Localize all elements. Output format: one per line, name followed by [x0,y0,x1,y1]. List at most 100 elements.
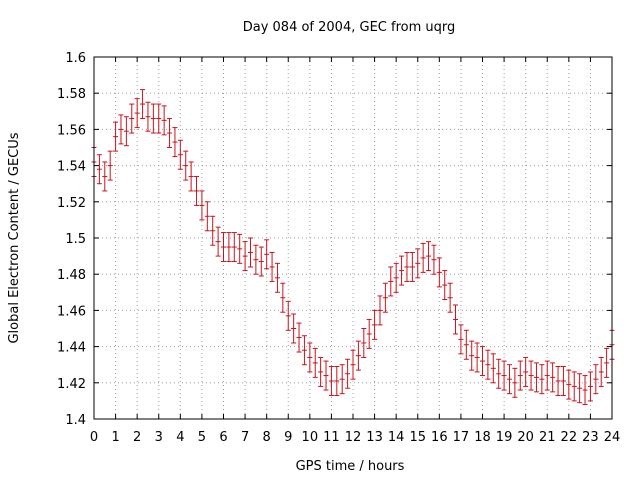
data-point [415,248,421,279]
y-tick-label: 1.6 [65,51,86,66]
x-tick-label: 4 [176,430,184,445]
data-point [355,340,361,371]
data-point [447,282,453,313]
data-point [269,251,275,282]
data-point [501,360,507,391]
data-point [458,324,464,355]
data-point [328,366,334,396]
x-tick-label: 13 [366,430,383,445]
x-tick-label: 18 [474,430,491,445]
data-point [242,241,248,272]
data-point [506,364,512,395]
y-axis-label: Global Electron Content / GECUs [7,132,22,343]
data-point [604,347,610,378]
data-point [221,232,226,263]
x-tick-label: 12 [345,430,362,445]
data-point [237,233,243,264]
data-point [399,255,405,286]
data-point [188,161,194,192]
data-point [145,101,151,132]
x-axis-label: GPS time / hours [296,459,405,474]
y-tick-label: 1.4 [65,413,86,428]
data-point [587,371,593,402]
y-tick-label: 1.44 [57,341,86,356]
data-point [431,244,437,275]
data-point [177,139,183,170]
data-point [528,360,534,391]
data-point [318,356,324,387]
data-point [474,342,480,373]
x-tick-label: 24 [604,430,621,445]
data-point [496,358,502,389]
chart-title: Day 084 of 2004, GEC from uqrg [243,20,456,35]
x-tick-label: 14 [388,430,405,445]
data-point [539,364,545,395]
data-point [199,190,205,221]
x-tick-label: 6 [219,430,227,445]
plot-frame [93,56,613,420]
data-point [258,246,264,277]
data-point [204,201,210,232]
data-point [566,369,572,400]
x-tick-label: 1 [111,430,119,445]
data-point [107,150,113,181]
x-tick-label: 8 [263,430,271,445]
data-point [172,127,178,158]
data-point [215,226,221,257]
axis-ticks: 0 1 2 3 4 5 6 7 8 9 10 11 12 13 14 15 16 17 18 19 20 21 22 23 24… [57,51,620,445]
data-point [442,270,448,301]
data-point [388,266,394,297]
data-point [409,251,415,282]
data-point [118,114,124,145]
data-point [312,347,318,378]
data-point [485,349,491,380]
x-tick-label: 20 [517,430,534,445]
data-point [280,282,286,313]
y-tick-label: 1.58 [57,87,86,102]
data-point [285,300,291,331]
data-point [469,340,475,371]
x-tick-label: 23 [582,430,599,445]
data-point [264,239,270,270]
data-point [560,366,566,396]
data-point [323,360,329,391]
data-point [577,373,583,404]
data-point [102,161,108,192]
y-tick-label: 1.56 [57,123,86,138]
x-tick-label: 0 [90,430,98,445]
data-point [350,349,356,380]
data-point [307,342,313,373]
data-point [550,362,556,393]
data-point [512,367,518,398]
data-point [150,103,156,134]
data-point [291,313,297,344]
data-point [194,175,200,206]
x-tick-label: 10 [302,430,319,445]
data-point [593,364,599,395]
data-point [96,154,102,185]
data-point [339,364,345,395]
x-tick-label: 15 [409,430,426,445]
data-point [366,318,372,349]
data-point [140,89,146,120]
data-point [377,295,383,326]
data-point [167,118,173,148]
y-tick-label: 1.5 [65,232,86,247]
data-point [231,232,237,263]
data-point [393,262,399,293]
data-point [210,215,216,246]
data-point [582,375,588,406]
data-point [420,242,426,273]
data-point [274,262,280,293]
data-point [334,366,340,396]
x-tick-label: 22 [561,430,578,445]
data-point [480,346,485,377]
data-point [123,116,129,147]
x-tick-label: 5 [198,430,206,445]
data-point [555,366,561,396]
data-point [301,335,307,366]
data-point [426,241,432,272]
data-point [517,360,523,391]
data-point [247,237,253,268]
